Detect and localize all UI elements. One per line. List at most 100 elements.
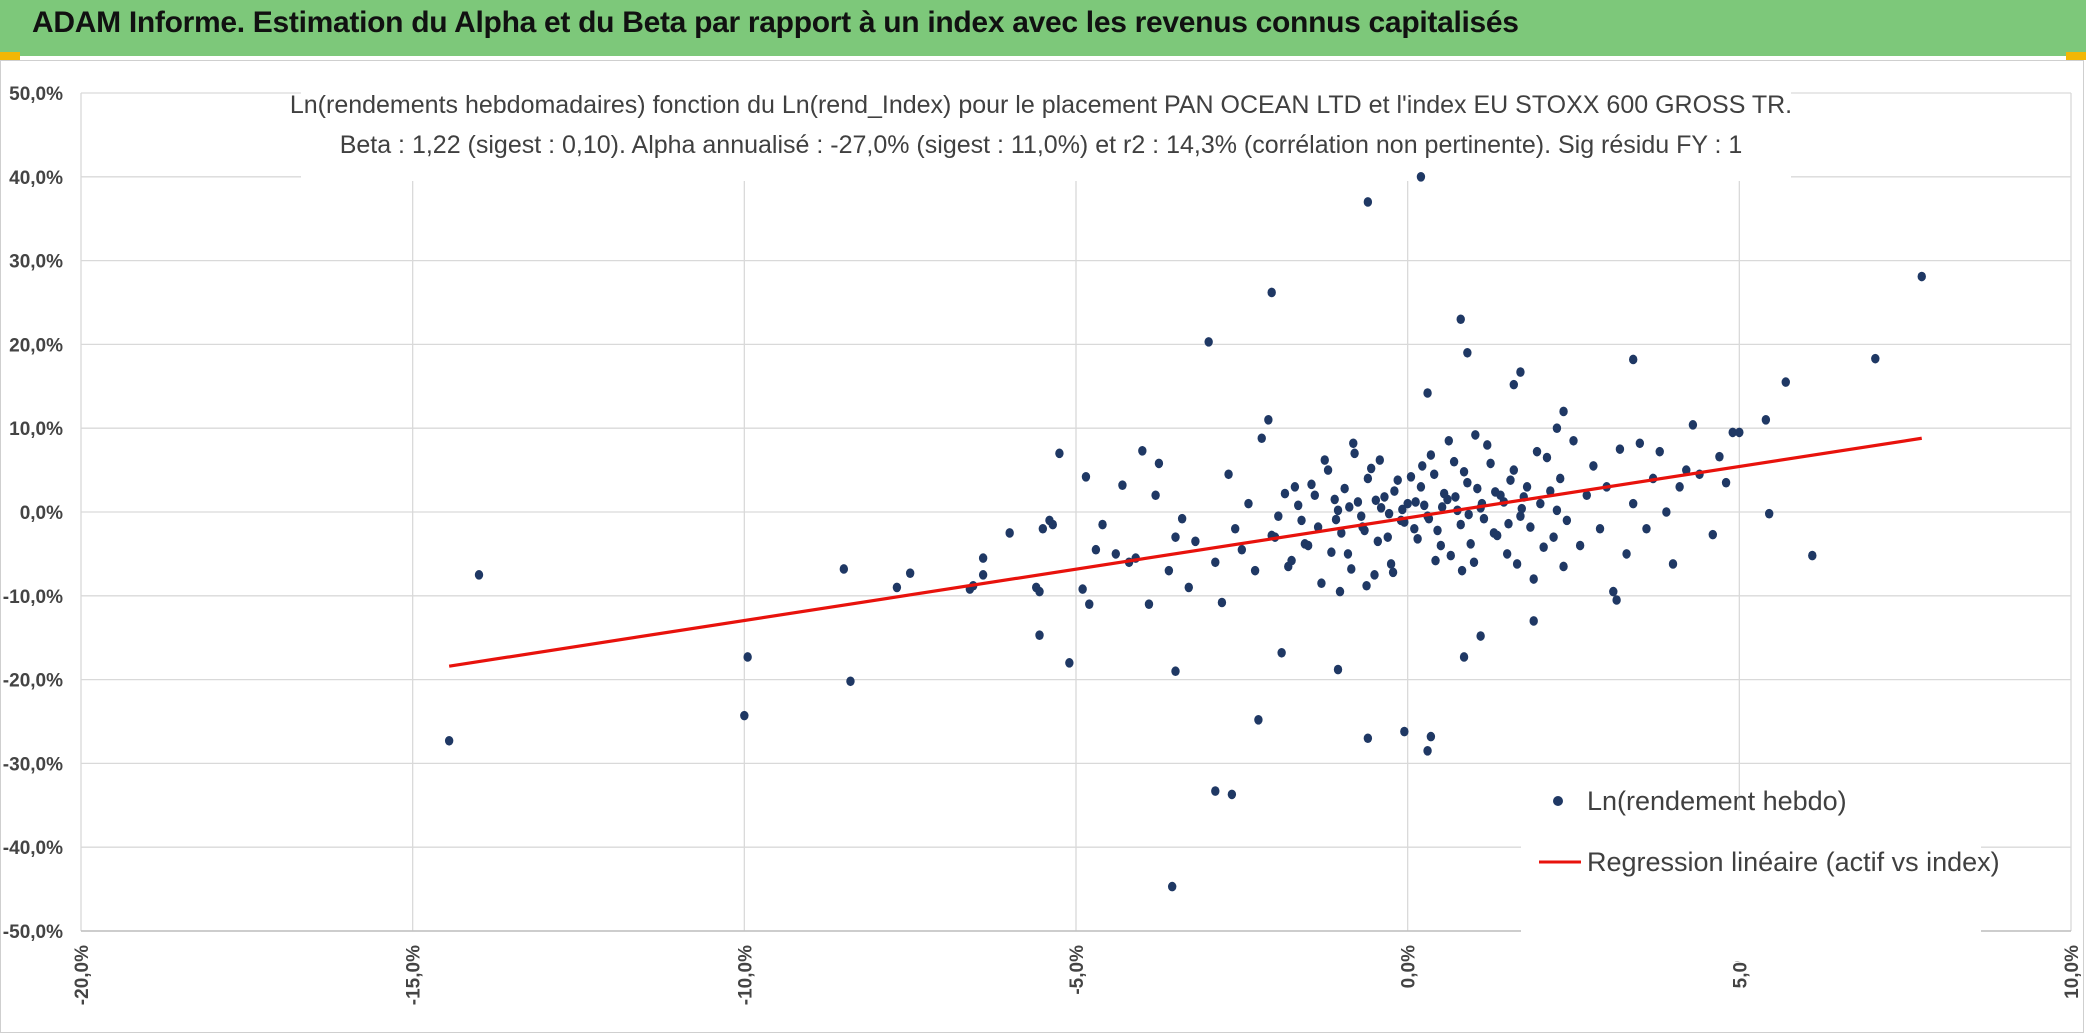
legend-scatter-label: Ln(rendement hebdo) [1587,786,1847,816]
scatter-point [1552,505,1562,516]
scatter-point [1345,502,1354,512]
scatter-point [1436,540,1446,551]
scatter-point [1595,523,1605,534]
scatter-point [1917,271,1926,282]
scatter-point [1516,511,1525,521]
scatter-point [1362,580,1371,591]
scatter-point [1340,483,1349,494]
scatter-point [1171,532,1180,542]
scatter-point [1350,448,1359,459]
scatter-point [1363,733,1373,744]
scatter-point [1486,458,1495,469]
scatter-point [1411,497,1420,507]
scatter-point [1556,473,1565,484]
chart-title-line-2: Beta : 1,22 (sigest : 0,10). Alpha annua… [340,131,1743,159]
scatter-point [1629,354,1638,365]
scatter-point [1615,444,1625,454]
y-tick-label: -20,0% [3,671,63,692]
scatter-point [1708,529,1718,540]
scatter-point [1349,438,1358,449]
scatter-point [1331,514,1341,525]
scatter-point [1522,482,1532,492]
chart-area: 50,0% 40,0% 30,0% 20,0% 10,0% 0,0% -10,0% -20,0… [0,60,2084,1033]
scatter-point [1463,347,1472,358]
scatter-point [1668,559,1678,569]
scatter-point [1582,490,1591,501]
scatter-point [1347,564,1356,574]
scatter-point [1589,461,1598,471]
scatter-point [1517,503,1526,514]
scatter-point [846,676,855,687]
y-tick-label: -40,0% [3,838,63,859]
scatter-point [1323,465,1333,475]
scatter-point [1532,446,1542,457]
scatter-point [1376,503,1386,513]
scatter-point [1449,456,1459,467]
scatter-point [1642,523,1651,534]
scatter-point [1559,406,1568,417]
scatter-point [1384,508,1394,519]
scatter-point [1459,652,1469,662]
scatter-point [1055,448,1064,459]
scatter-point [1569,435,1578,446]
legend-regression-label: Regression linéaire (actif vs index) [1587,847,2000,877]
scatter-point [1406,472,1416,482]
scatter-point [1386,559,1396,569]
scatter-point [1466,539,1475,549]
scatter-point [1078,584,1087,594]
scatter-point [1526,522,1535,532]
scatter-point [1264,415,1273,425]
scatter-point [1167,881,1177,892]
scatter-point [1091,544,1101,555]
scatter-point [1781,377,1790,387]
scatter-point [1662,507,1671,517]
regression-line-group [448,436,1922,668]
scatter-point [1373,536,1383,547]
scatter-point [1297,515,1306,526]
scatter-point [978,553,988,563]
scatter-point [1446,550,1455,561]
scatter-point [1529,616,1538,626]
scatter-point [1416,482,1426,492]
y-tick-label: 0,0% [20,503,63,524]
scatter-point [1721,477,1731,488]
scatter-point [1430,469,1439,480]
scatter-point [474,570,484,580]
scatter-point [1363,473,1373,484]
corner-marker-left [0,52,20,60]
y-tick-label: -10,0% [3,587,63,608]
scatter-point [1491,487,1500,497]
scatter-point [1469,557,1479,568]
scatter-point [1363,197,1373,207]
scatter-point [1267,287,1276,298]
scatter-point [1479,513,1489,524]
scatter-point [1439,488,1449,499]
scatter-point [1457,565,1467,576]
scatter-point [1317,578,1326,589]
scatter-point [1512,559,1522,569]
report-banner: ADAM Informe. Estimation du Alpha et du … [0,0,2086,56]
scatter-point [1257,433,1266,444]
scatter-point [1655,446,1664,457]
x-tick-label: -5,0% [1067,945,1088,995]
scatter-point [1337,528,1346,538]
scatter-point [1426,731,1436,742]
legend-scatter-marker [1553,796,1563,806]
scatter-point [1164,565,1174,576]
scatter-point [1423,746,1432,756]
y-tick-label: -50,0% [3,922,63,943]
scatter-point [1035,586,1044,597]
scatter-point [1431,555,1440,566]
scatter-point [1098,519,1107,530]
legend: Ln(rendement hebdo) Regression linéaire … [1521,786,2000,961]
scatter-point [1542,452,1552,463]
scatter-point [1144,599,1154,609]
y-tick-label: 30,0% [9,252,63,273]
scatter-point [1413,534,1422,544]
scatter-point [1313,522,1323,532]
scatter-point [1375,455,1385,465]
scatter-point [1728,427,1737,438]
scatter-point [1388,567,1398,578]
scatter-point [1471,430,1480,440]
scatter-point [1398,504,1407,515]
